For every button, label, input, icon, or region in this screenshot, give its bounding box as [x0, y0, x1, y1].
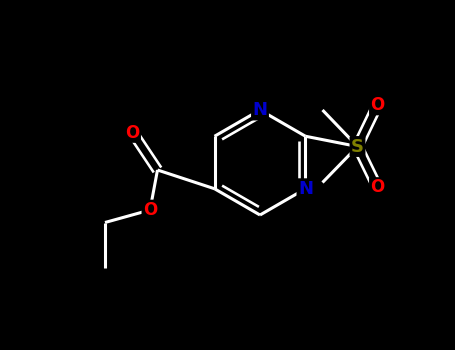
Text: O: O [143, 201, 157, 219]
Text: S: S [351, 138, 364, 155]
Text: O: O [126, 124, 140, 141]
Text: N: N [253, 101, 268, 119]
Text: O: O [370, 96, 384, 114]
Text: O: O [370, 178, 384, 196]
Text: N: N [298, 180, 313, 198]
